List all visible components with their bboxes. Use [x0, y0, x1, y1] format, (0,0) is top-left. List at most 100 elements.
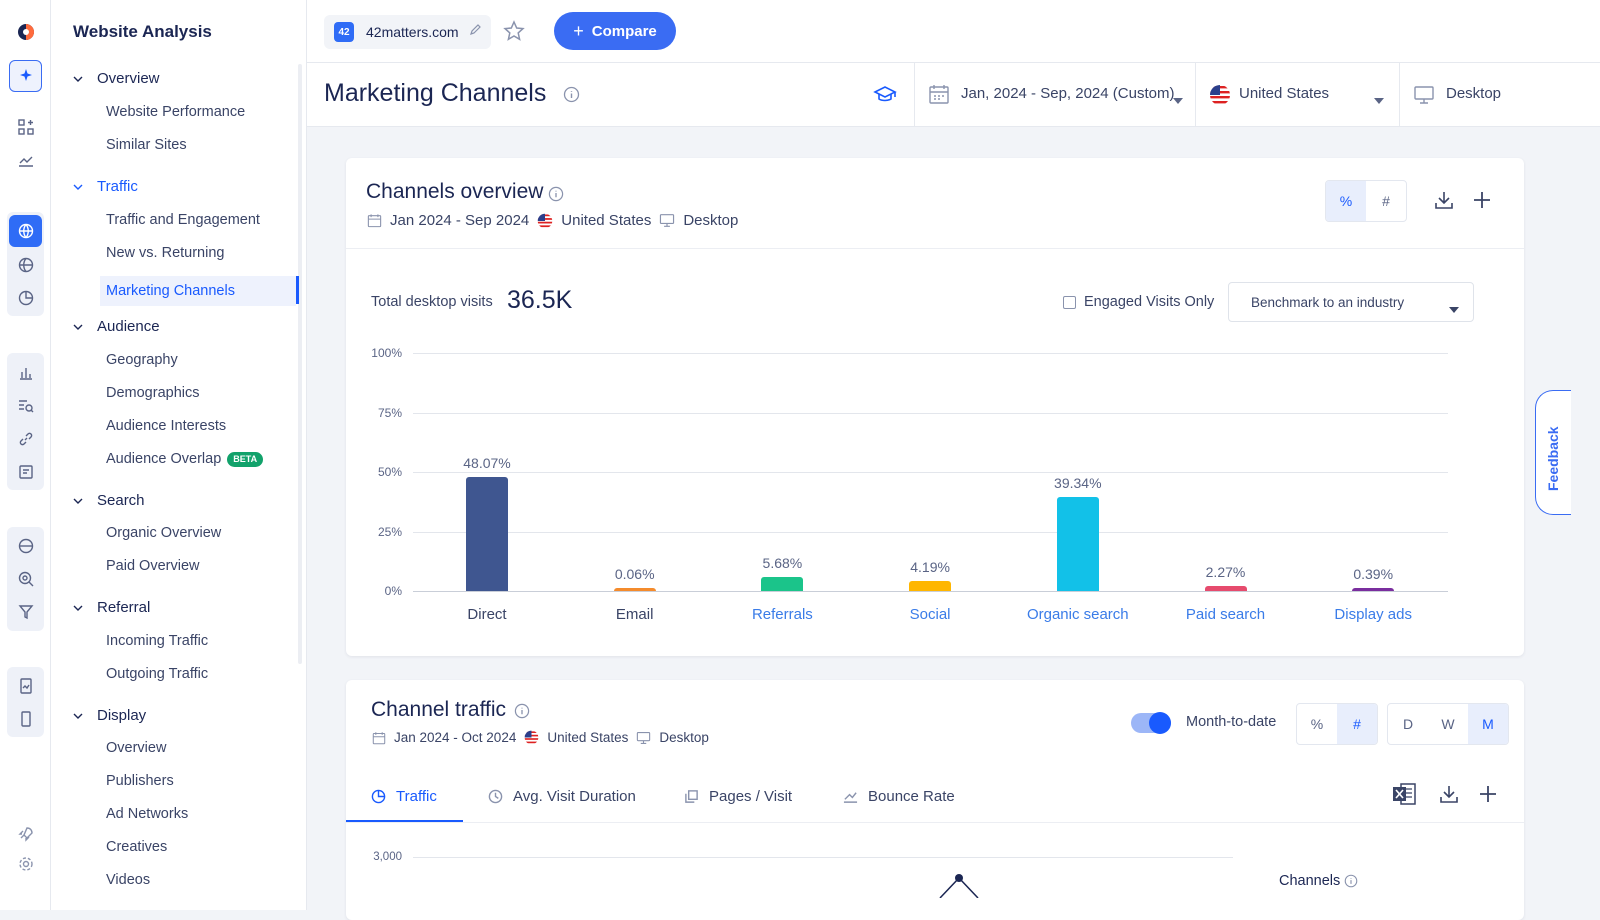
- sidebar-item-creatives[interactable]: Creatives: [106, 839, 168, 855]
- app-analysis-icon[interactable]: [9, 670, 42, 702]
- site-favicon: 42: [334, 22, 354, 42]
- sidebar-item-organic-overview[interactable]: Organic Overview: [106, 525, 222, 541]
- date-range-picker[interactable]: Jan, 2024 - Sep, 2024 (Custom): [928, 63, 1198, 127]
- tab-avg-visit-duration[interactable]: Avg. Visit Duration: [488, 788, 636, 805]
- sidebar-scrollbar[interactable]: [298, 64, 302, 664]
- tab-bounce-rate[interactable]: Bounce Rate: [843, 788, 955, 805]
- number-toggle[interactable]: #: [1382, 193, 1390, 209]
- bar-value-label: 48.07%: [463, 454, 511, 471]
- bar-display-ads[interactable]: [1352, 588, 1395, 591]
- globe-icon[interactable]: [9, 215, 42, 247]
- granularity-week[interactable]: W: [1441, 716, 1455, 732]
- sidebar-item-videos[interactable]: Videos: [106, 872, 151, 888]
- bar-email[interactable]: [613, 588, 656, 591]
- download-icon[interactable]: [1438, 783, 1460, 810]
- sidebar-item-audience-interests[interactable]: Audience Interests: [106, 418, 227, 434]
- star-icon[interactable]: [503, 20, 525, 47]
- sidebar-item-traffic-engagement[interactable]: Traffic and Engagement: [106, 212, 260, 228]
- tab-traffic[interactable]: Traffic: [371, 788, 437, 805]
- sidebar-section-traffic[interactable]: Traffic: [73, 178, 138, 195]
- sidebar-item-geography[interactable]: Geography: [106, 352, 178, 368]
- sidebar-item-demographics[interactable]: Demographics: [106, 385, 200, 401]
- settings-gear-icon[interactable]: [9, 848, 42, 880]
- sidebar-item-incoming-traffic[interactable]: Incoming Traffic: [106, 633, 209, 649]
- number-toggle[interactable]: #: [1337, 704, 1377, 744]
- globe-search-icon[interactable]: [9, 249, 42, 281]
- bar-social[interactable]: [909, 581, 952, 591]
- category-label[interactable]: Display ads: [1334, 606, 1412, 623]
- category-label[interactable]: Paid search: [1185, 606, 1266, 623]
- funnel-icon[interactable]: [9, 596, 42, 628]
- bar-direct[interactable]: [466, 476, 508, 591]
- globe-pin-icon[interactable]: [9, 530, 42, 562]
- sidebar-item-website-performance[interactable]: Website Performance: [106, 104, 246, 120]
- sidebar-section-audience[interactable]: Audience: [73, 318, 160, 335]
- device-selector[interactable]: Desktop: [1413, 63, 1593, 127]
- app-logo-icon[interactable]: [9, 16, 42, 48]
- sidebar-section-referral[interactable]: Referral: [73, 599, 150, 616]
- tab-pages-per-visit[interactable]: Pages / Visit: [684, 788, 792, 805]
- calendar-icon: [372, 731, 386, 744]
- sidebar-item-paid-overview[interactable]: Paid Overview: [106, 558, 200, 574]
- granularity-day[interactable]: D: [1402, 716, 1414, 732]
- chevron-down-icon: [73, 605, 85, 611]
- info-icon[interactable]: [1344, 874, 1358, 888]
- pie-icon[interactable]: [9, 282, 42, 314]
- academy-cap-icon[interactable]: [873, 83, 897, 112]
- bar-paid-search[interactable]: [1204, 585, 1247, 591]
- link-icon[interactable]: [9, 423, 42, 455]
- y-tick-label: 25%: [377, 524, 402, 539]
- info-icon[interactable]: [548, 186, 564, 207]
- bar-referrals[interactable]: [761, 577, 804, 591]
- sidebar-item-ad-networks[interactable]: Ad Networks: [106, 806, 189, 822]
- excel-export-icon[interactable]: [1391, 781, 1417, 812]
- sidebar-item-publishers[interactable]: Publishers: [106, 773, 174, 789]
- sidebar-item-new-vs-returning[interactable]: New vs. Returning: [106, 245, 225, 261]
- granularity-month[interactable]: M: [1468, 704, 1508, 744]
- sidebar-item-similar-sites[interactable]: Similar Sites: [106, 137, 187, 153]
- category-label[interactable]: Organic search: [1026, 606, 1129, 623]
- bar-value-label: 5.68%: [762, 555, 803, 572]
- percent-toggle[interactable]: %: [1310, 716, 1324, 732]
- engaged-visits-checkbox[interactable]: Engaged Visits Only: [1063, 294, 1214, 310]
- bar-chart-icon[interactable]: [9, 357, 42, 389]
- ai-sparkle-icon[interactable]: [9, 60, 42, 92]
- bar-organic-search[interactable]: [1056, 497, 1099, 591]
- info-icon[interactable]: [563, 86, 580, 108]
- month-to-date-switch[interactable]: [1131, 712, 1171, 734]
- info-icon[interactable]: [514, 703, 530, 724]
- y-tick-label: 0%: [384, 584, 402, 598]
- sidebar-section-label: Traffic: [97, 178, 138, 195]
- add-plus-icon[interactable]: [1472, 190, 1492, 215]
- category-label[interactable]: Referrals: [751, 606, 813, 623]
- sidebar-section-label: Overview: [97, 70, 160, 87]
- target-search-icon[interactable]: [9, 563, 42, 595]
- tab-label: Traffic: [396, 788, 437, 805]
- edit-pencil-icon[interactable]: [469, 23, 482, 41]
- sidebar-item-marketing-channels[interactable]: Marketing Channels: [100, 276, 296, 306]
- benchmark-dropdown[interactable]: Benchmark to an industry: [1228, 282, 1474, 322]
- keyword-search-icon[interactable]: [9, 390, 42, 422]
- sidebar-item-outgoing-traffic[interactable]: Outgoing Traffic: [106, 666, 209, 682]
- compare-button[interactable]: + Compare: [554, 12, 676, 50]
- sidebar-item-display-overview[interactable]: Overview: [106, 740, 167, 756]
- sidebar-section-display[interactable]: Display: [73, 707, 146, 724]
- dashboard-icon[interactable]: [9, 111, 42, 143]
- feedback-tab[interactable]: Feedback: [1535, 390, 1571, 515]
- sidebar-section-search[interactable]: Search: [73, 492, 145, 509]
- sidebar-section-overview[interactable]: Overview: [73, 70, 160, 87]
- device-label: Desktop: [1446, 85, 1502, 102]
- site-chip[interactable]: 42 42matters.com: [324, 15, 491, 49]
- add-plus-icon[interactable]: [1478, 784, 1498, 809]
- mobile-icon[interactable]: [9, 703, 42, 735]
- report-icon[interactable]: [9, 456, 42, 488]
- sidebar-item-audience-overlap[interactable]: Audience Overlap BETA: [106, 444, 306, 474]
- country-selector[interactable]: United States: [1209, 63, 1389, 127]
- rocket-icon[interactable]: [9, 818, 42, 850]
- caret-down-icon: [1449, 300, 1459, 318]
- percent-toggle[interactable]: %: [1326, 181, 1366, 221]
- trend-icon[interactable]: [9, 144, 42, 176]
- category-label[interactable]: Social: [909, 606, 951, 623]
- percent-number-toggle: % #: [1325, 180, 1407, 222]
- download-icon[interactable]: [1433, 189, 1455, 216]
